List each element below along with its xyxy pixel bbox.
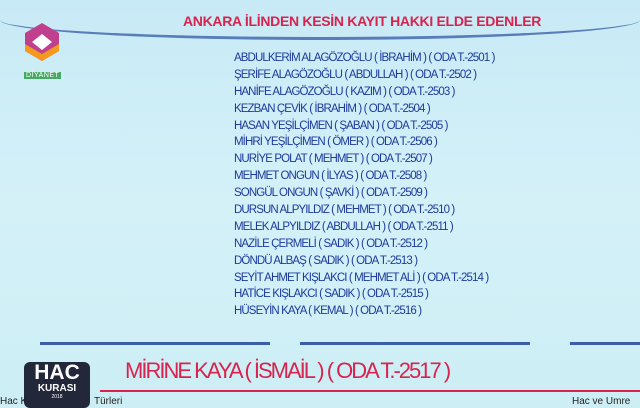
list-item: MELEK ALPYILDIZ ( ABDULLAH ) ( ODA T.-25… — [234, 220, 454, 233]
divider — [300, 342, 530, 345]
list-item: DÖNDÜ ALBAŞ ( SADIK ) ( ODA T.-2513 ) — [234, 254, 418, 267]
list-item: ABDULKERİM ALAGÖZOĞLU ( İBRAHİM ) ( ODA … — [234, 52, 495, 64]
list-item: NURİYE POLAT ( MEHMET ) ( ODA T.-2507 ) — [234, 153, 433, 166]
list-item: HANİFE ALAGÖZOĞLU ( KAZIM ) ( ODA T.-250… — [234, 85, 455, 98]
ticker-left: Hac K — [0, 396, 28, 407]
list-item: MİHRİ YEŞİLÇİMEN ( ÖMER ) ( ODA T.-2506 … — [234, 136, 438, 149]
list-item: HÜSEYİN KAYA ( KEMAL ) ( ODA T.-2516 ) — [234, 305, 422, 318]
list-item: HASAN YEŞİLÇİMEN ( ŞABAN ) ( ODA T.-2505… — [234, 119, 448, 132]
highlighted-entry: MİRİNE KAYA ( İSMAİL ) ( ODA T.-2517 ) — [125, 358, 451, 383]
badge-line2: KURASI — [37, 383, 77, 394]
badge-line3: 2018 — [51, 394, 63, 400]
ticker-right: Hac ve Umre — [572, 396, 631, 407]
list-item: ŞERİFE ALAGÖZOĞLU ( ABDULLAH ) ( ODA T.-… — [234, 68, 477, 81]
program-badge: HAC KURASI 2018 — [24, 362, 90, 408]
page-title: ANKARA İLİNDEN KESİN KAYIT HAKKI ELDE ED… — [183, 13, 542, 29]
list-item: NAZİLE ÇERMELİ ( SADIK ) ( ODA T.-2512 ) — [234, 237, 428, 250]
ticker-left-rest: Türleri — [94, 396, 123, 407]
badge-line1: HAC — [34, 361, 80, 384]
list-item: DURSUN ALPYILDIZ ( MEHMET ) ( ODA T.-251… — [234, 204, 455, 217]
channel-logo-text: DİYANET — [24, 72, 62, 79]
list-item: SEYİT AHMET KIŞLAKCI ( MEHMET ALİ ) ( OD… — [234, 271, 489, 284]
highlight-underline — [100, 390, 640, 392]
list-item: MEHMET ONGUN ( İLYAS ) ( ODA T.-2508 ) — [234, 170, 427, 183]
divider — [570, 342, 640, 345]
list-item: HATİCE KIŞLAKCI ( SADIK ) ( ODA T.-2515 … — [234, 288, 429, 301]
decorative-swoosh — [0, 0, 640, 40]
winner-list: ABDULKERİM ALAGÖZOĞLU ( İBRAHİM ) ( ODA … — [234, 50, 495, 320]
list-item: SONGÜL ONGUN ( ŞAVKİ ) ( ODA T.-2509 ) — [234, 187, 428, 200]
diyanet-logo-icon — [25, 23, 59, 61]
list-item: KEZBAN ÇEVİK ( İBRAHİM ) ( ODA T.-2504 ) — [234, 102, 431, 115]
divider — [40, 342, 270, 345]
